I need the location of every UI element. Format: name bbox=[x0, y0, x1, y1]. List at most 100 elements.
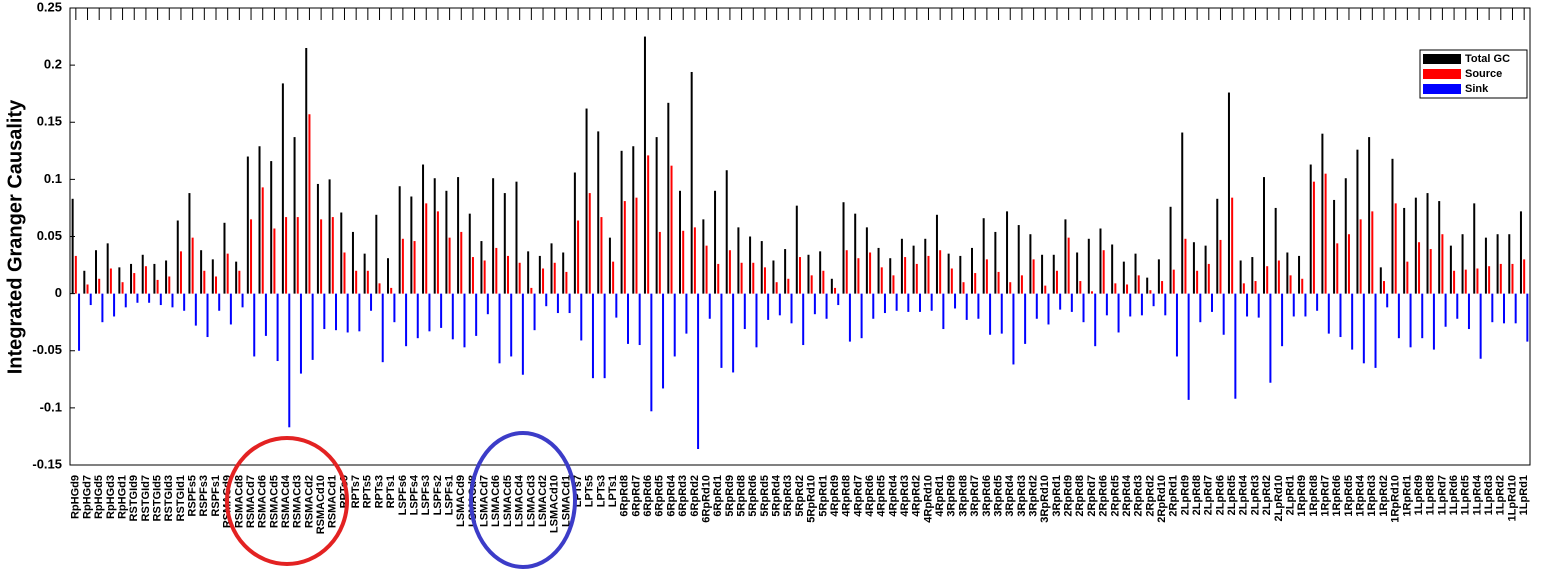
bar bbox=[697, 293, 700, 450]
bar bbox=[293, 137, 296, 294]
bar bbox=[810, 275, 813, 294]
bar bbox=[273, 228, 276, 294]
bar bbox=[241, 293, 244, 308]
bar bbox=[1429, 249, 1432, 294]
bar bbox=[1503, 293, 1505, 324]
bar bbox=[869, 252, 872, 294]
bar bbox=[1105, 293, 1108, 316]
bar bbox=[1000, 293, 1003, 334]
bar bbox=[1449, 245, 1452, 294]
x-tick-label: 5RpRd9 bbox=[724, 475, 736, 517]
highlight-circle-blue bbox=[469, 431, 577, 569]
bar bbox=[366, 270, 369, 294]
x-tick-label: RSTGId1 bbox=[175, 475, 187, 521]
bar bbox=[238, 270, 241, 294]
x-tick-label: 4RpRd8 bbox=[841, 475, 853, 517]
bar bbox=[387, 258, 389, 294]
bar bbox=[889, 258, 892, 294]
bar bbox=[305, 47, 308, 294]
bar bbox=[1122, 261, 1125, 294]
y-axis-label: Integrated Granger Causality bbox=[4, 99, 26, 374]
bar bbox=[904, 257, 907, 294]
bar bbox=[1409, 293, 1412, 348]
bar bbox=[433, 178, 436, 294]
bar bbox=[845, 250, 848, 294]
bar bbox=[538, 255, 541, 294]
bar bbox=[580, 293, 583, 341]
x-tick-label: LSPFs4 bbox=[408, 474, 420, 515]
bar bbox=[1526, 293, 1529, 342]
bar bbox=[1006, 211, 1009, 294]
x-tick-label: 6RpRd1 bbox=[712, 475, 724, 517]
x-tick-label: 2RpRd5 bbox=[1109, 475, 1121, 517]
bar bbox=[194, 293, 197, 326]
bar bbox=[650, 293, 653, 412]
bar bbox=[159, 293, 162, 306]
x-tick-label: 3RpRd5 bbox=[992, 475, 1004, 517]
bar bbox=[947, 253, 950, 294]
bar bbox=[1134, 253, 1137, 294]
x-tick-label: RPTs1 bbox=[385, 475, 397, 508]
bar bbox=[860, 293, 863, 339]
x-tick-label: 2RpRd9 bbox=[1063, 475, 1075, 517]
bar bbox=[565, 271, 568, 294]
x-tick-label: 2LpRd9 bbox=[1179, 475, 1191, 515]
bar bbox=[503, 193, 506, 294]
bar bbox=[1414, 197, 1417, 294]
bar bbox=[316, 183, 319, 294]
bar bbox=[959, 255, 962, 294]
bar bbox=[597, 131, 600, 294]
bar bbox=[737, 227, 740, 294]
bar bbox=[1289, 275, 1292, 294]
bar bbox=[171, 293, 174, 308]
bar bbox=[401, 238, 404, 294]
bar bbox=[1309, 164, 1312, 294]
x-tick-label: RSMACd5 bbox=[268, 475, 280, 528]
x-tick-label: 2RpRd8 bbox=[1074, 475, 1086, 517]
bar bbox=[1312, 181, 1315, 294]
x-tick-label: 1LpRd10 bbox=[1506, 475, 1518, 521]
x-tick-label: 2LpRd7 bbox=[1203, 475, 1215, 515]
bar bbox=[834, 287, 837, 294]
bar bbox=[790, 293, 793, 324]
bar bbox=[483, 260, 486, 294]
bar bbox=[603, 293, 606, 379]
bar bbox=[825, 293, 828, 319]
bar bbox=[662, 293, 665, 389]
bar bbox=[895, 293, 898, 311]
bar bbox=[258, 146, 261, 294]
bar bbox=[191, 237, 194, 294]
bar bbox=[428, 293, 431, 332]
x-tick-label: 2RpRd7 bbox=[1086, 475, 1098, 517]
bar bbox=[1211, 293, 1213, 312]
bar bbox=[880, 267, 883, 294]
x-tick-label: 5RpRd8 bbox=[736, 475, 748, 517]
x-tick-label: 4RpRd9 bbox=[829, 475, 841, 517]
bar bbox=[725, 170, 728, 294]
bar bbox=[749, 236, 752, 294]
bar bbox=[86, 284, 89, 294]
bar bbox=[985, 259, 988, 294]
y-tick-label: -0.1 bbox=[40, 399, 62, 414]
bar bbox=[425, 203, 428, 294]
bar bbox=[1383, 281, 1385, 294]
bar bbox=[83, 270, 86, 294]
bar bbox=[261, 187, 264, 294]
bar bbox=[340, 212, 343, 294]
bar bbox=[550, 243, 553, 294]
x-tick-label: 2LpRd8 bbox=[1191, 475, 1203, 515]
bar bbox=[1304, 293, 1307, 317]
bar bbox=[518, 262, 521, 294]
bar bbox=[109, 268, 112, 294]
bar bbox=[1020, 275, 1023, 294]
bar bbox=[281, 83, 284, 294]
x-tick-label: 1RpRd1 bbox=[1401, 475, 1413, 517]
bar bbox=[475, 293, 478, 336]
bar bbox=[1012, 293, 1015, 365]
bar bbox=[799, 257, 801, 294]
x-tick-label: 2LpRd1 bbox=[1284, 475, 1296, 515]
x-tick-label: 1LpRd9 bbox=[1413, 475, 1425, 515]
bar bbox=[1523, 259, 1526, 294]
bar bbox=[573, 172, 576, 294]
bar bbox=[1187, 293, 1190, 400]
